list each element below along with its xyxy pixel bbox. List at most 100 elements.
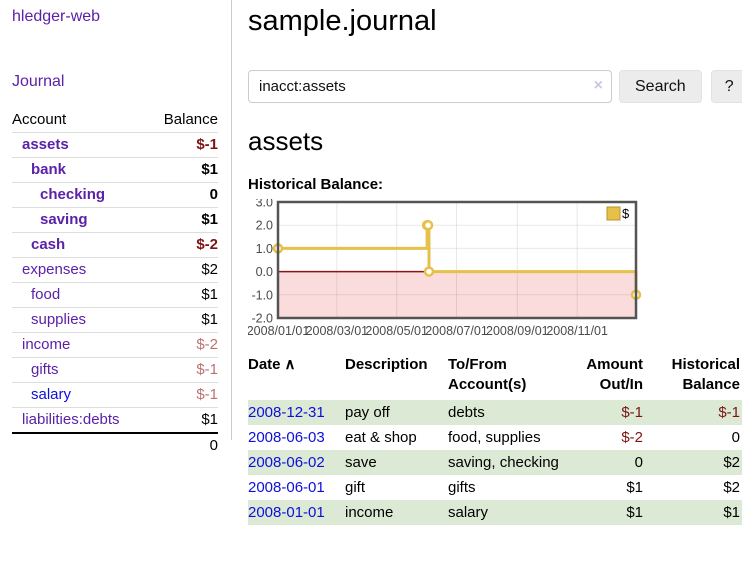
accounts-total-row: 0 — [12, 432, 218, 458]
svg-text:2008/07/01: 2008/07/01 — [425, 324, 488, 338]
transaction-description: save — [345, 450, 448, 475]
chart-title: Historical Balance: — [248, 176, 384, 193]
register-header-row: Date ∧ Description To/From Account(s) Amo… — [248, 355, 742, 400]
svg-text:2.0: 2.0 — [256, 219, 273, 233]
account-row: gifts $-1 — [12, 357, 218, 383]
transaction-date-link[interactable]: 2008-06-02 — [248, 454, 325, 471]
page-title: sample.journal — [248, 5, 437, 37]
transaction-amount: $-2 — [621, 429, 643, 446]
transaction-amount: $1 — [573, 500, 645, 525]
transaction-description: pay off — [345, 400, 448, 425]
account-balance: $2 — [148, 257, 218, 283]
accounts-col-account: Account — [12, 111, 67, 128]
sidebar-account-link[interactable]: saving — [40, 211, 88, 228]
svg-text:$: $ — [622, 206, 630, 221]
account-balance: 0 — [148, 182, 218, 208]
sidebar: hledger-web Journal Account Balance asse… — [0, 0, 232, 458]
transaction-amount: $-1 — [573, 400, 645, 425]
search-form: × Search ? — [248, 70, 742, 103]
sidebar-account-link[interactable]: gifts — [31, 361, 59, 378]
search-input[interactable] — [248, 70, 612, 103]
transaction-accounts: salary — [448, 500, 573, 525]
register-col-amount: Amount Out/In — [586, 356, 643, 393]
clear-search-icon[interactable]: × — [593, 77, 603, 94]
account-balance: $1 — [148, 282, 218, 308]
account-row: income $-2 — [12, 332, 218, 358]
svg-text:2008/01/01: 2008/01/01 — [248, 324, 309, 338]
transaction-date-link[interactable]: 2008-06-03 — [248, 429, 325, 446]
sidebar-account-link[interactable]: assets — [22, 136, 69, 153]
svg-text:2008/03/01: 2008/03/01 — [306, 324, 369, 338]
account-row: bank $1 — [12, 157, 218, 183]
account-balance: $1 — [148, 207, 218, 233]
svg-text:3.0: 3.0 — [256, 199, 273, 210]
main-content: sample.journal × Search ? assets Histori… — [232, 0, 742, 525]
sidebar-account-link[interactable]: cash — [31, 236, 66, 253]
account-row: liabilities:debts $1 — [12, 407, 218, 433]
transaction-description: eat & shop — [345, 429, 417, 446]
transaction-row: 2008-12-31 pay off debts $-1 $-1 — [248, 400, 742, 425]
svg-text:2008/09/01: 2008/09/01 — [486, 324, 549, 338]
help-button[interactable]: ? — [710, 70, 742, 103]
account-balance: $-2 — [148, 332, 218, 358]
register-col-description: Description — [345, 356, 428, 373]
sidebar-account-link[interactable]: liabilities:debts — [22, 411, 120, 428]
transaction-balance: 0 — [731, 429, 740, 446]
account-row: salary $-1 — [12, 382, 218, 408]
sidebar-account-link[interactable]: supplies — [31, 311, 87, 328]
sidebar-account-link[interactable]: salary — [31, 386, 72, 403]
sidebar-account-link[interactable]: checking — [40, 186, 106, 203]
app: hledger-web Journal Account Balance asse… — [0, 0, 742, 525]
transaction-description: income — [345, 500, 448, 525]
app-title-link[interactable]: hledger-web — [12, 8, 101, 25]
account-row: cash $-2 — [12, 232, 218, 258]
accounts-col-balance: Balance — [163, 111, 218, 128]
account-row: expenses $2 — [12, 257, 218, 283]
search-button[interactable]: Search — [619, 70, 702, 103]
sidebar-account-link[interactable]: expenses — [22, 261, 87, 278]
transaction-date-link[interactable]: 2008-12-31 — [248, 404, 325, 421]
account-balance: $1 — [148, 307, 218, 333]
svg-text:-2.0: -2.0 — [251, 312, 273, 326]
transaction-balance: $-1 — [645, 400, 742, 425]
accounts-total-value: 0 — [148, 432, 218, 458]
sidebar-account-link[interactable]: income — [22, 336, 71, 353]
transaction-amount: 0 — [573, 450, 645, 475]
register-col-balance: Historical Balance — [671, 356, 740, 393]
transaction-description: gift — [345, 479, 366, 496]
register-table: Date ∧ Description To/From Account(s) Amo… — [248, 355, 742, 525]
account-balance: $-2 — [148, 232, 218, 258]
transaction-balance: $2 — [723, 479, 740, 496]
transaction-accounts: saving, checking — [448, 450, 573, 475]
account-row: food $1 — [12, 282, 218, 308]
transaction-date-link[interactable]: 2008-01-01 — [248, 504, 325, 521]
register-col-accounts: To/From Account(s) — [448, 356, 527, 393]
svg-text:2008/11/01: 2008/11/01 — [546, 324, 608, 338]
account-row: checking 0 — [12, 182, 218, 208]
transaction-balance: $2 — [645, 450, 742, 475]
sidebar-item-journal[interactable]: Journal — [12, 73, 65, 90]
transaction-amount: $1 — [626, 479, 643, 496]
transaction-accounts: food, supplies — [448, 429, 541, 446]
account-row: assets $-1 — [12, 132, 218, 158]
account-heading: assets — [248, 126, 324, 156]
transaction-accounts: debts — [448, 400, 573, 425]
svg-text:1.0: 1.0 — [256, 242, 273, 256]
accounts-table: Account Balance assets $-1 bank $1 checking 0… — [12, 108, 218, 458]
account-balance: $1 — [148, 407, 218, 433]
sidebar-account-link[interactable]: food — [31, 286, 61, 303]
register-col-date[interactable]: Date ∧ — [248, 356, 296, 373]
transaction-row: 2008-06-03 eat & shop food, supplies $-2 0 — [248, 425, 742, 450]
account-row: supplies $1 — [12, 307, 218, 333]
transaction-date-link[interactable]: 2008-06-01 — [248, 479, 325, 496]
sort-ascending-icon: ∧ — [284, 356, 296, 373]
transaction-row: 2008-06-02 save saving, checking 0 $2 — [248, 450, 742, 475]
transaction-balance: $1 — [645, 500, 742, 525]
sidebar-account-link[interactable]: bank — [31, 161, 67, 178]
account-balance: $-1 — [148, 357, 218, 383]
account-balance: $1 — [148, 157, 218, 183]
svg-text:0.0: 0.0 — [256, 265, 273, 279]
account-balance: $-1 — [148, 382, 218, 408]
transaction-row: 2008-06-01 gift gifts $1 $2 — [248, 475, 742, 500]
account-row: saving $1 — [12, 207, 218, 233]
